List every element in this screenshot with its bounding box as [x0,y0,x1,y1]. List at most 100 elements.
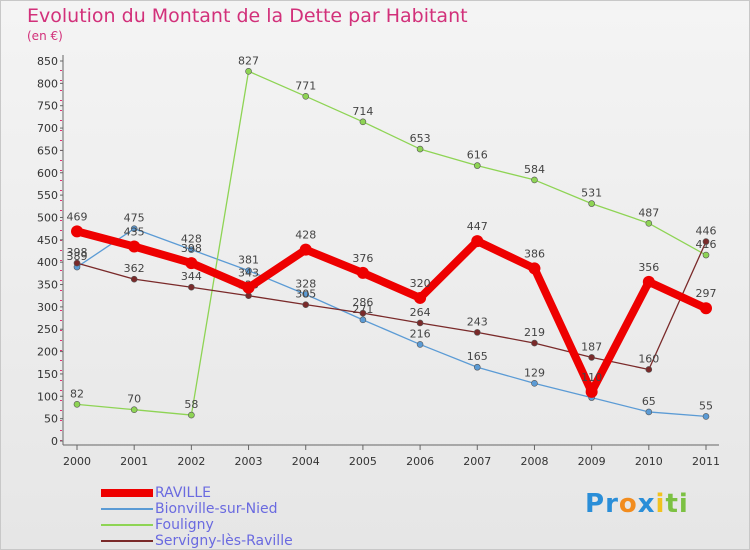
x-tick-label: 2004 [292,455,320,468]
y-tick-label: 750 [37,100,58,113]
data-point [700,302,712,315]
logo-letter: t [665,489,679,519]
proxiti-logo: Proxiti [585,489,689,519]
y-tick-label: 250 [37,323,58,336]
data-label: 343 [238,267,259,280]
data-label: 356 [638,261,659,274]
data-label: 219 [524,326,545,339]
data-point [702,413,710,420]
chart-unit: (en €) [27,29,63,43]
data-point [130,275,138,283]
y-tick-label: 0 [51,435,58,448]
data-label: 305 [295,288,316,301]
x-axis-ticks: 2000 2001 2002 2003 2004 2005 2006 2007 2008 2009… [63,445,720,468]
data-point [73,401,81,408]
data-point [473,363,481,371]
data-point [585,385,598,398]
data-label: 344 [181,270,202,283]
data-label: 428 [181,233,202,246]
data-point [416,145,424,153]
data-point [359,118,367,126]
data-point [645,219,653,227]
data-label: 469 [67,210,88,223]
data-point [473,329,481,336]
data-label: 216 [410,327,431,340]
data-point [242,281,255,294]
legend-swatch [101,508,153,510]
data-label: 65 [642,395,656,408]
data-label: 771 [295,79,316,92]
data-label: 653 [410,132,431,145]
y-tick-label: 350 [37,279,58,292]
data-label: 297 [696,287,717,300]
x-tick-label: 2005 [349,455,377,468]
data-label: 129 [524,366,545,379]
data-label: 82 [70,387,84,400]
data-label: 320 [410,277,431,290]
series-RAVILLE: 469 435 398 343 428 376 320 447 386 110 356 297 [67,210,717,398]
logo-letter: x [637,489,656,519]
series-line [73,227,710,396]
data-label: 389 [67,250,88,263]
logo-letter: P [585,489,606,519]
logo-letter: o [618,489,638,519]
x-tick-label: 2000 [63,455,91,468]
series-line [76,227,707,418]
data-label: 386 [524,247,545,260]
data-point [130,406,138,414]
series-Servigny-lès-Raville: 398362344325305286264243219187160446 [67,225,717,373]
data-label: 475 [124,212,145,225]
data-point [128,240,141,253]
data-point [359,316,367,324]
data-label: 110 [581,371,602,384]
data-point [188,246,195,253]
data-point [71,225,83,238]
data-point [302,291,310,298]
data-point [588,354,595,361]
data-label: 827 [238,54,259,67]
y-tick-label: 400 [37,256,58,269]
data-label: 487 [638,206,659,219]
data-label: 398 [181,242,202,255]
data-point [356,266,369,279]
data-label: 55 [699,399,713,412]
data-label: 714 [352,105,373,118]
data-point [359,309,367,317]
data-label: 531 [581,187,602,200]
data-label: 70 [127,393,141,406]
x-tick-label: 2007 [463,455,491,468]
legend-swatch [101,489,153,497]
series-line [76,240,707,371]
data-label: 165 [467,350,488,363]
legend-label: Servigny-lès-Raville [155,533,293,549]
data-point [702,238,710,245]
data-point [188,411,195,419]
x-tick-label: 2006 [406,455,434,468]
logo-letter: i [655,489,666,519]
y-tick-label: 550 [37,189,58,202]
data-point [73,259,81,267]
data-point [188,283,195,291]
y-tick-label: 300 [37,301,58,314]
legend-swatch [101,540,153,542]
data-point [528,262,541,275]
data-label: 160 [638,352,659,365]
data-label: 362 [124,262,145,275]
y-tick-label: 800 [37,77,58,90]
legend-label: Fouligny [155,517,214,533]
data-label: 328 [295,277,316,290]
y-tick-label: 500 [37,211,58,224]
data-label: 58 [184,398,198,411]
y-tick-label: 100 [37,390,58,403]
x-tick-label: 2001 [120,455,148,468]
data-label: 446 [696,225,717,238]
data-point [531,339,538,347]
data-point [702,251,710,259]
series-line [76,70,707,416]
data-point [130,225,138,232]
data-label: 286 [352,296,373,309]
x-tick-label: 2002 [177,455,205,468]
x-tick-label: 2011 [692,455,720,468]
